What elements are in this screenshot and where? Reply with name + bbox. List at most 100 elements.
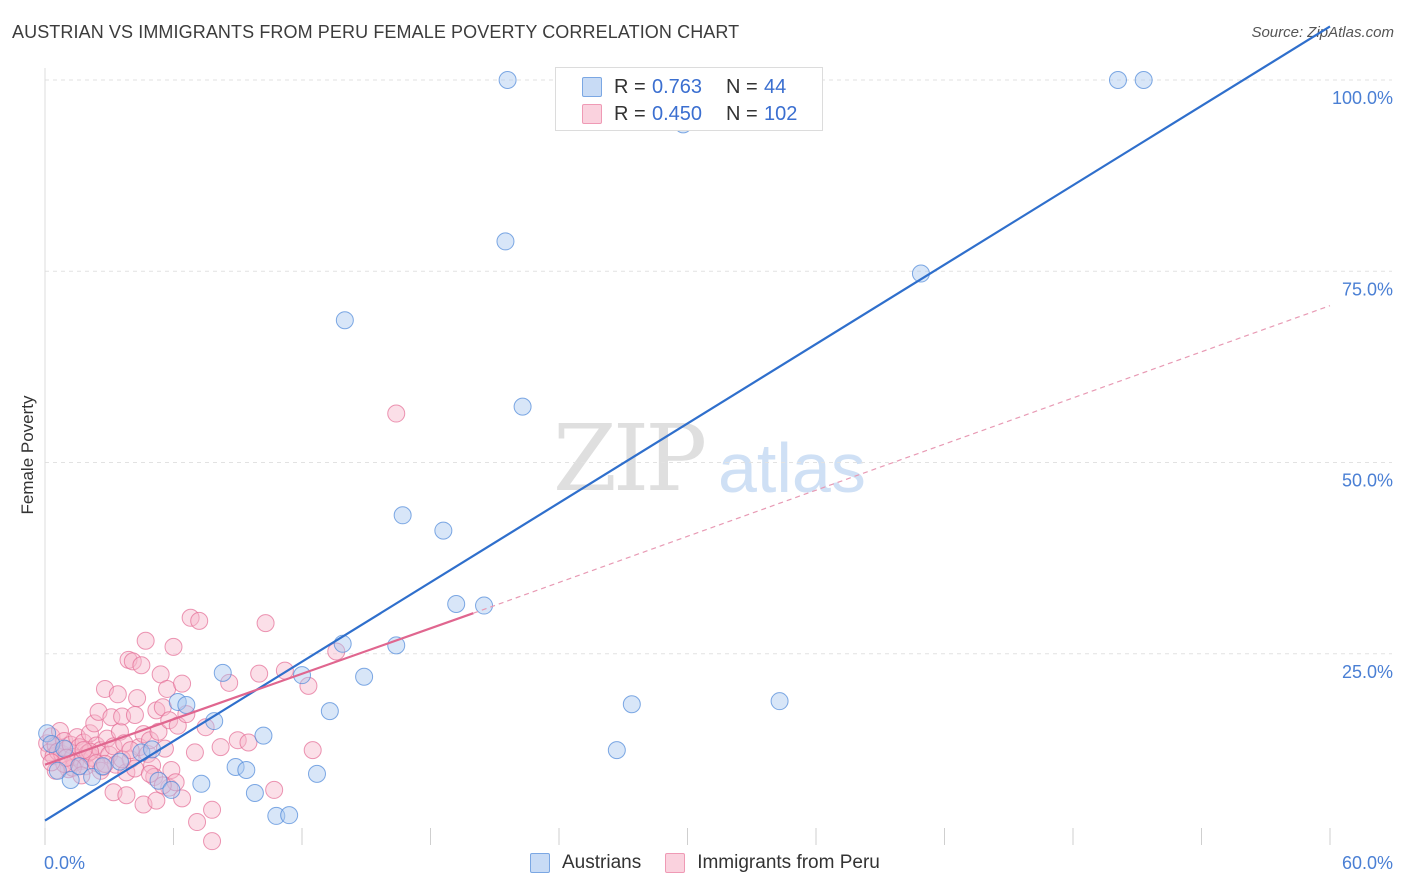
peru-point [203,800,222,819]
chart-title: AUSTRIAN VS IMMIGRANTS FROM PERU FEMALE … [12,22,740,42]
austrians-point [83,767,102,786]
austrians-point [498,71,517,89]
austrians-point [48,761,67,780]
austrians-legend-swatch [530,853,550,873]
peru-point [162,761,181,780]
austrians-trend-line [44,25,1331,822]
austrians-point [226,757,245,776]
peru-point [113,707,132,726]
austrians-point [110,752,129,771]
peru-point [147,791,166,810]
peru-trend-line [44,612,474,766]
austrians-point [254,726,273,745]
peru-point [185,743,204,762]
series-legend: Austrians Immigrants from Peru [530,852,904,874]
tick-labels: 25.0% 50.0% 75.0% 100.0% 0.0% 60.0% [44,88,1393,873]
x-tick-label: 0.0% [44,853,85,873]
austrians-point [333,634,352,653]
r-value: 0.450 [652,102,703,125]
legend-item-peru[interactable]: Immigrants from Peru [665,852,880,874]
watermark-atlas: atlas [718,429,866,507]
x-tick-label: 60.0% [1342,853,1393,873]
y-tick-label: 75.0% [1342,279,1393,299]
trend-lines [44,25,1331,822]
austrians-point [447,595,466,614]
peru-point [303,741,322,760]
legend-label-austrians: Austrians [562,852,642,873]
r-value: 0.763 [652,75,703,98]
austrians-point [434,521,453,540]
peru-point [265,780,284,799]
y-tick-label: 50.0% [1342,471,1393,491]
austrians-point [355,667,374,686]
peru-point [132,656,151,675]
peru-point [95,754,114,773]
peru-point [203,832,222,851]
austrians-point [70,757,89,776]
peru-point [128,689,147,708]
n-label: N = [726,102,758,125]
grid-lines [45,79,1392,655]
austrians-swatch [582,77,602,97]
peru-point [123,652,142,671]
austrians-point [475,596,494,615]
austrians-point [93,757,112,776]
peru-point [220,673,239,692]
legend-item-austrians[interactable]: Austrians [530,852,641,874]
n-value: 44 [764,75,787,98]
peru-point [190,611,209,630]
axes [44,68,1331,845]
stats-row-austrians: R = 0.763 N = 44 [556,74,822,100]
peru-point [149,722,168,741]
austrians-point [213,663,232,682]
austrians-point [770,692,789,711]
austrians-point [1108,71,1127,89]
austrians-point [307,764,326,783]
stats-row-peru: R = 0.450 N = 102 [556,101,822,127]
austrians-point [1134,71,1153,89]
peru-point [256,614,275,633]
austrians-point [192,774,211,793]
peru-point [85,714,104,733]
austrians-point [237,761,256,780]
data-points [38,71,1153,851]
peru-point [188,813,207,832]
austrians-point [162,780,181,799]
y-tick-label: 25.0% [1342,662,1393,682]
peru-point [125,705,144,724]
source-label: Source: ZipAtlas.com [1251,24,1394,41]
r-label: R = [614,102,646,125]
peru-point [136,631,155,650]
austrians-point [496,232,515,251]
peru-swatch [582,104,602,124]
peru-point [164,637,183,656]
y-tick-label: 100.0% [1332,88,1393,108]
peru-point [239,733,258,752]
peru-point [121,741,140,760]
austrians-point [607,741,626,760]
peru-point [228,731,247,750]
austrians-point [320,702,339,721]
r-label: R = [614,75,646,98]
austrians-point [335,311,354,330]
peru-point [117,786,136,805]
peru-trend-extension [473,305,1331,614]
peru-point [108,685,127,704]
peru-point [173,674,192,693]
austrians-point [245,783,264,802]
austrians-point [55,739,74,758]
stats-legend: R = 0.763 N = 44 R = 0.450 N = 102 [555,67,823,131]
peru-point [327,642,346,661]
austrians-point [622,695,641,714]
peru-point [250,664,269,683]
austrians-point [280,806,299,825]
austrians-point [293,666,311,685]
peru-legend-swatch [665,853,686,873]
austrians-point [267,806,286,825]
legend-label-peru: Immigrants from Peru [697,852,880,873]
n-label: N = [726,75,758,98]
austrians-point [61,770,80,789]
austrians-point [513,397,532,416]
austrians-point [38,724,57,743]
